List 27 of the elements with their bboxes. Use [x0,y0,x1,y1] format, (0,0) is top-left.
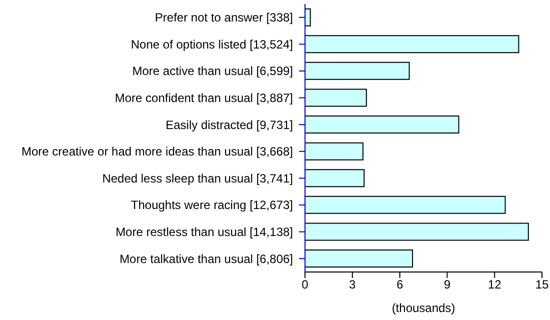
y-tick-label: More talkative than usual [6,806] [120,252,293,266]
y-tick-label: More confident than usual [3,887] [114,91,293,105]
x-tick-label: 3 [349,278,356,292]
bar [305,35,520,54]
bar [305,169,365,188]
bar [305,250,414,268]
bar [305,142,364,160]
x-tick-label: 12 [488,278,502,292]
y-tick-label: More creative or had more ideas than usual [3,668] [22,144,293,159]
bar [305,62,410,80]
y-tick-label: None of options listed [13,524] [130,37,293,52]
y-tick-label: Neded less sleep than usual [3,741] [102,171,293,186]
x-tick-label: 0 [302,278,309,292]
bar [305,222,529,241]
y-tick-label: Thoughts were racing [12,673] [130,198,293,212]
x-axis-title: (thousands) [392,301,456,315]
bar [305,88,367,107]
bar [305,116,460,134]
x-tick-label: 15 [535,278,549,292]
y-tick-label: Prefer not to answer [338] [154,10,293,25]
x-tick-label: 6 [396,278,404,292]
bar [305,196,506,214]
y-tick-label: More restless than usual [14,138] [116,225,293,239]
y-tick-label: Easily distracted [9,731] [166,118,293,132]
x-tick-label: 9 [444,278,451,292]
bar [305,8,311,26]
y-tick-label: More active than usual [6,599] [132,64,293,78]
